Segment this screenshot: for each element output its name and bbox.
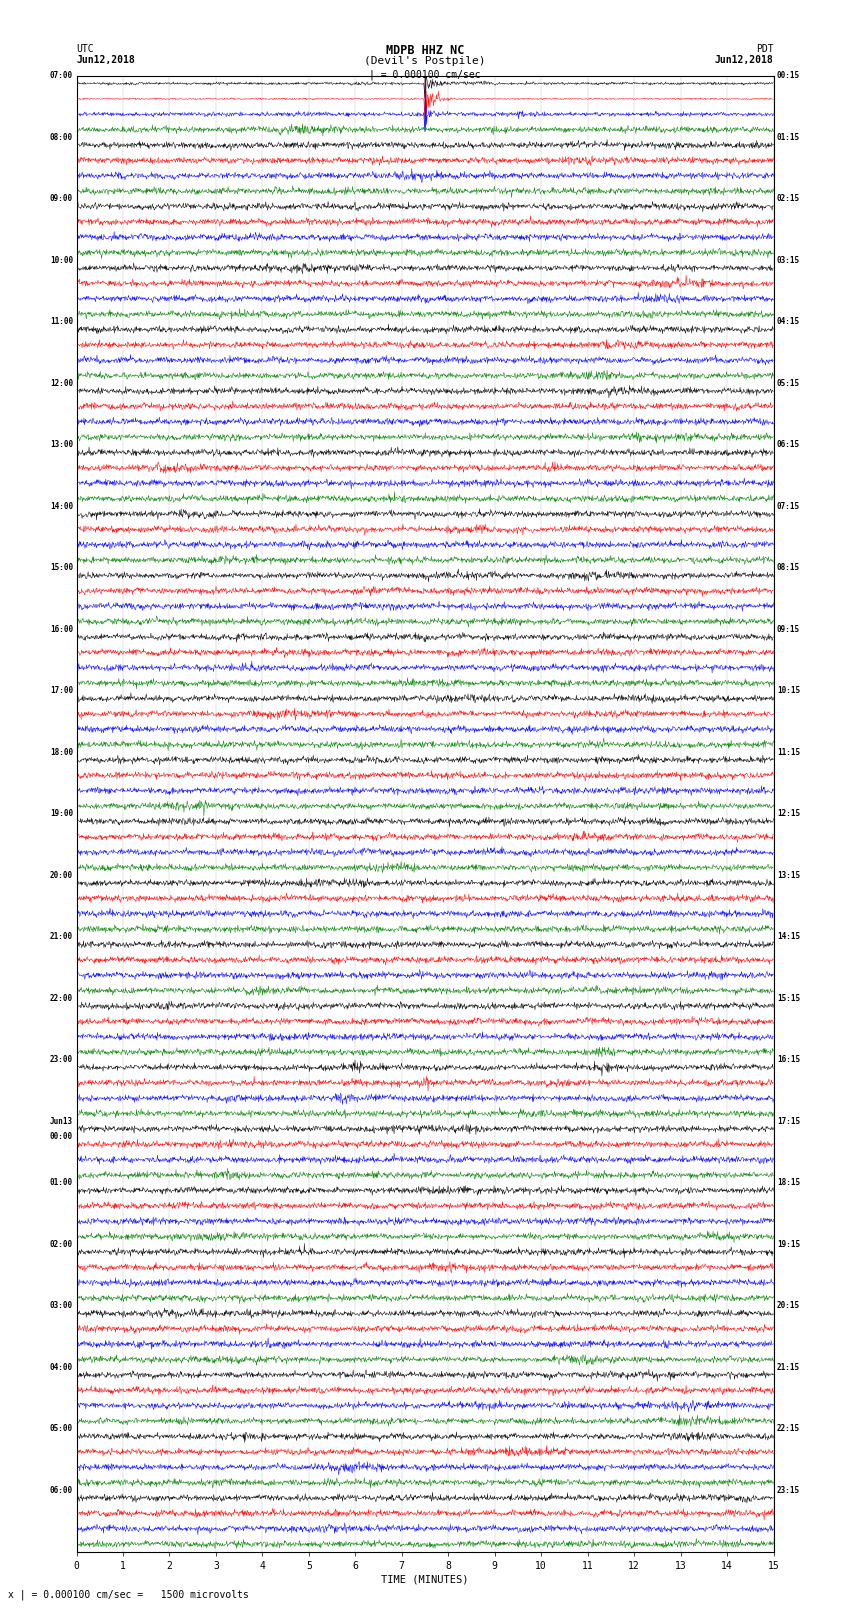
Text: Jun12,2018: Jun12,2018 — [76, 55, 135, 65]
Text: 02:15: 02:15 — [777, 194, 800, 203]
Text: 13:15: 13:15 — [777, 871, 800, 879]
Text: | = 0.000100 cm/sec: | = 0.000100 cm/sec — [369, 69, 481, 81]
Text: 04:00: 04:00 — [50, 1363, 73, 1371]
Text: PDT: PDT — [756, 44, 774, 53]
Text: 21:15: 21:15 — [777, 1363, 800, 1371]
Text: 03:15: 03:15 — [777, 256, 800, 265]
Text: 10:00: 10:00 — [50, 256, 73, 265]
Text: 08:00: 08:00 — [50, 132, 73, 142]
Text: 07:00: 07:00 — [50, 71, 73, 81]
Text: 19:00: 19:00 — [50, 810, 73, 818]
Text: 11:00: 11:00 — [50, 318, 73, 326]
Text: Jun13: Jun13 — [50, 1116, 73, 1126]
Text: 15:15: 15:15 — [777, 994, 800, 1003]
Text: 14:00: 14:00 — [50, 502, 73, 511]
Text: 09:00: 09:00 — [50, 194, 73, 203]
Text: 10:15: 10:15 — [777, 686, 800, 695]
Text: 08:15: 08:15 — [777, 563, 800, 573]
Text: 07:15: 07:15 — [777, 502, 800, 511]
Text: 22:15: 22:15 — [777, 1424, 800, 1434]
Text: 06:00: 06:00 — [50, 1486, 73, 1495]
Text: 00:00: 00:00 — [50, 1132, 73, 1140]
Text: 06:15: 06:15 — [777, 440, 800, 450]
Text: 20:00: 20:00 — [50, 871, 73, 879]
Text: 17:00: 17:00 — [50, 686, 73, 695]
Text: 19:15: 19:15 — [777, 1240, 800, 1248]
Text: 12:00: 12:00 — [50, 379, 73, 387]
Text: 02:00: 02:00 — [50, 1240, 73, 1248]
X-axis label: TIME (MINUTES): TIME (MINUTES) — [382, 1574, 468, 1586]
Text: 22:00: 22:00 — [50, 994, 73, 1003]
Text: (Devil's Postpile): (Devil's Postpile) — [365, 56, 485, 66]
Text: Jun12,2018: Jun12,2018 — [715, 55, 774, 65]
Text: 20:15: 20:15 — [777, 1302, 800, 1310]
Text: 04:15: 04:15 — [777, 318, 800, 326]
Text: 17:15: 17:15 — [777, 1116, 800, 1126]
Text: 01:00: 01:00 — [50, 1177, 73, 1187]
Text: x | = 0.000100 cm/sec =   1500 microvolts: x | = 0.000100 cm/sec = 1500 microvolts — [8, 1589, 249, 1600]
Text: 05:00: 05:00 — [50, 1424, 73, 1434]
Text: 09:15: 09:15 — [777, 624, 800, 634]
Text: 03:00: 03:00 — [50, 1302, 73, 1310]
Text: 05:15: 05:15 — [777, 379, 800, 387]
Text: 12:15: 12:15 — [777, 810, 800, 818]
Text: 23:00: 23:00 — [50, 1055, 73, 1065]
Text: 18:00: 18:00 — [50, 748, 73, 756]
Text: 16:00: 16:00 — [50, 624, 73, 634]
Text: 13:00: 13:00 — [50, 440, 73, 450]
Text: 23:15: 23:15 — [777, 1486, 800, 1495]
Text: 11:15: 11:15 — [777, 748, 800, 756]
Text: 16:15: 16:15 — [777, 1055, 800, 1065]
Text: 15:00: 15:00 — [50, 563, 73, 573]
Text: 14:15: 14:15 — [777, 932, 800, 942]
Text: MDPB HHZ NC: MDPB HHZ NC — [386, 44, 464, 56]
Text: UTC: UTC — [76, 44, 94, 53]
Text: 00:15: 00:15 — [777, 71, 800, 81]
Text: 01:15: 01:15 — [777, 132, 800, 142]
Text: 21:00: 21:00 — [50, 932, 73, 942]
Text: 18:15: 18:15 — [777, 1177, 800, 1187]
